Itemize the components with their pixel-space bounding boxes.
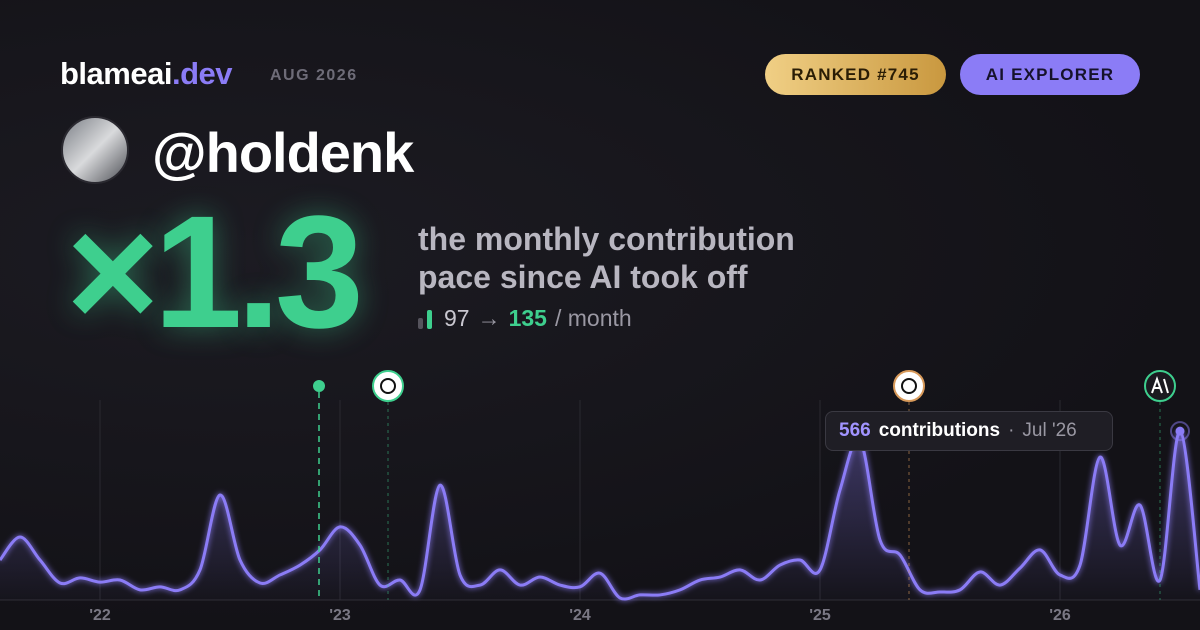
pace-after: 135: [508, 305, 547, 331]
pace: 97 → 135 / month: [418, 305, 632, 332]
brand-name: blameai: [60, 56, 172, 91]
event-icon: [893, 370, 925, 402]
line: [0, 429, 1200, 601]
pace-before: 97: [444, 305, 470, 331]
highlight-ring: [1170, 421, 1190, 442]
avatar: [61, 116, 129, 184]
tooltip-value: 566: [839, 420, 871, 441]
tier-badge: AI EXPLORER: [960, 54, 1140, 95]
multiplier: ×1.3: [66, 182, 364, 361]
tooltip-separator: ·: [1008, 420, 1015, 441]
tooltip-label: contributions: [878, 420, 1001, 441]
area: [0, 431, 1200, 600]
caption: the monthly contribution pace since AI to…: [418, 220, 795, 296]
brand: blameai.dev: [60, 56, 232, 92]
caption-line: the monthly contribution: [418, 221, 795, 257]
x-tick-label: '22: [89, 607, 111, 624]
event-icon-glyph: [1151, 376, 1169, 394]
event-icon-glyph: [901, 378, 917, 394]
tooltip: 566 contributions · Jul '26: [825, 411, 1113, 451]
x-tick-label: '23: [329, 607, 351, 624]
brand-suffix: .dev: [171, 56, 233, 91]
period: AUG 2026: [270, 67, 358, 84]
pace-icon: [418, 309, 436, 329]
pace-arrow: →: [477, 305, 501, 331]
handle: @holdenk: [152, 121, 414, 184]
pace-unit: / month: [554, 305, 632, 331]
event-markers: [313, 370, 1176, 600]
event-icon-glyph: [380, 378, 396, 394]
tooltip-date: Jul '26: [1022, 420, 1077, 441]
highlight-point: [1175, 426, 1185, 436]
x-tick-label: '24: [569, 607, 591, 624]
x-tick-label: '26: [1049, 607, 1071, 624]
x-tick-label: '25: [809, 607, 831, 624]
rank-badge: RANKED #745: [765, 54, 946, 95]
event-dot: [313, 380, 325, 392]
event-icon: [372, 370, 404, 402]
plot: '22 '23 '24 '25 '26: [0, 400, 1200, 624]
caption-line: pace since AI took off: [418, 259, 748, 295]
